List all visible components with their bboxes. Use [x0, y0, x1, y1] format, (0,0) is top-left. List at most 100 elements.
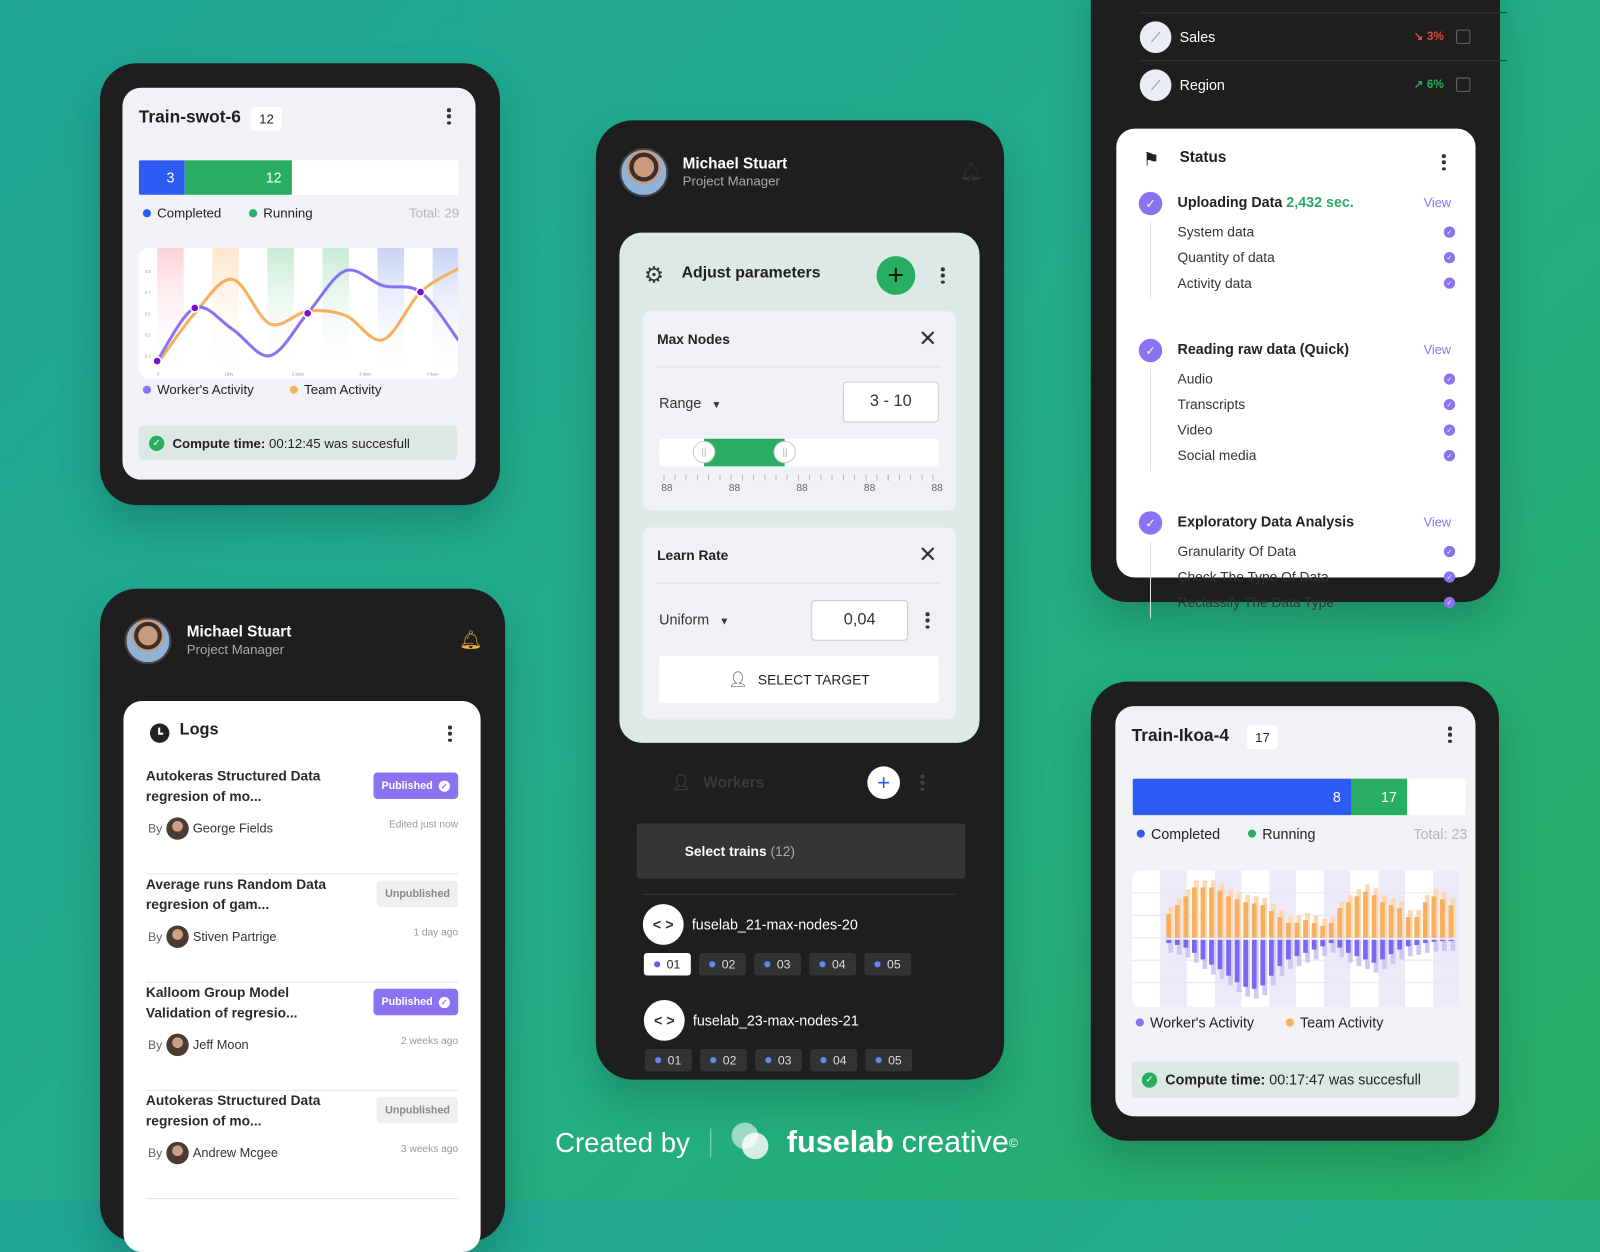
range-value-input[interactable]: 3 - 10	[842, 381, 939, 423]
checkbox[interactable]	[1456, 29, 1471, 44]
bar-team	[1234, 899, 1240, 938]
check-circle-icon: ✓	[438, 780, 450, 792]
more-menu-icon[interactable]	[448, 725, 452, 742]
bell-icon[interactable]: 🔔︎	[959, 161, 983, 182]
check-circle-icon: ✓	[1443, 596, 1456, 609]
legend-completed: Completed	[1136, 826, 1220, 842]
data-point	[302, 308, 313, 319]
more-menu-icon[interactable]	[925, 612, 930, 629]
created-by-text: Created by	[555, 1127, 690, 1158]
bar-worker	[1268, 939, 1274, 976]
step-item: Audio ✓	[1178, 371, 1456, 387]
metric-pct: 3%	[1426, 30, 1444, 43]
total-count: Total: 29	[409, 205, 460, 221]
train-chip[interactable]: 04	[810, 1048, 858, 1072]
tick-label: 88	[796, 482, 808, 494]
bar-worker	[1303, 939, 1308, 953]
bar-team	[1191, 887, 1197, 938]
close-icon[interactable]: ✕	[918, 325, 938, 352]
train-chip[interactable]: 01	[644, 1048, 692, 1072]
bar-team	[1371, 895, 1377, 938]
legend-label: Completed	[157, 205, 222, 221]
range-slider[interactable]: || ||	[659, 438, 939, 467]
avatar[interactable]	[124, 617, 172, 665]
range-handle-low[interactable]: ||	[692, 440, 716, 464]
train-chip[interactable]: 02	[698, 953, 746, 976]
bar-worker-light	[1424, 939, 1430, 953]
user-icon: 👤︎	[671, 774, 691, 792]
workers-label: Workers	[703, 774, 765, 792]
bar-worker	[1277, 939, 1283, 966]
bar-worker	[1320, 939, 1325, 947]
completed-segment: 8	[1132, 778, 1352, 816]
status-badge: Published ✓	[373, 988, 459, 1016]
more-menu-icon[interactable]	[1442, 154, 1446, 171]
bar-worker	[1243, 939, 1249, 987]
view-link[interactable]: View	[1423, 515, 1452, 530]
check-circle-icon: ✓	[1443, 226, 1456, 238]
bar-team	[1277, 917, 1283, 938]
chip-label: 03	[777, 1053, 792, 1068]
chart-band	[1323, 870, 1351, 1008]
compute-value: 00:17:47 was succesfull	[1269, 1071, 1421, 1088]
bar-team	[1183, 896, 1189, 938]
metric-pct: 6%	[1426, 78, 1444, 91]
more-menu-icon[interactable]	[941, 267, 945, 284]
log-title: Kalloom Group Model Validation of regres…	[145, 984, 298, 1021]
more-menu-icon[interactable]	[447, 108, 451, 125]
range-handle-high[interactable]: ||	[773, 440, 797, 464]
log-time: 1 day ago	[413, 927, 459, 939]
check-circle-icon: ✓	[1443, 424, 1456, 436]
more-menu-icon[interactable]	[920, 774, 925, 791]
distribution-dropdown[interactable]: Uniform ▼	[659, 611, 729, 627]
chip-label: 01	[667, 1053, 682, 1068]
author-name: Stiven Partrige	[192, 929, 277, 944]
log-item[interactable]: Kalloom Group Model Validation of regres…	[145, 983, 459, 1091]
author-name: George Fields	[192, 821, 273, 836]
more-menu-icon[interactable]	[1448, 726, 1452, 743]
add-parameter-button[interactable]: +	[876, 256, 916, 295]
bar-worker	[1217, 939, 1223, 970]
train-chip[interactable]: 02	[699, 1048, 747, 1072]
step-item-label: Check The Type Of Data	[1177, 569, 1329, 585]
add-worker-button[interactable]: +	[867, 766, 900, 799]
train-name[interactable]: fuselab_21-max-nodes-20	[691, 916, 858, 933]
learn-rate-section: Learn Rate ✕ Uniform ▼ 0,04 👤︎ SELECT TAR…	[642, 527, 957, 720]
train-chip[interactable]: 03	[755, 1048, 803, 1072]
learn-rate-input[interactable]: 0,04	[811, 599, 909, 641]
avatar[interactable]	[619, 147, 669, 197]
train-chip[interactable]: 04	[809, 953, 857, 976]
train-name[interactable]: fuselab_23-max-nodes-21	[692, 1012, 859, 1029]
select-target-button[interactable]: 👤︎ SELECT TARGET	[659, 656, 939, 704]
chip-label: 01	[666, 957, 681, 972]
author-name: Andrew Mcgee	[192, 1145, 278, 1161]
chip-label: 02	[722, 1053, 737, 1068]
step-extra: 2,432 sec.	[1286, 193, 1354, 211]
step-line	[1149, 541, 1152, 619]
bar-team	[1380, 902, 1385, 938]
log-item[interactable]: Autokeras Structured Data regresion of m…	[145, 766, 459, 875]
legend-label: Team Activity	[1299, 1014, 1384, 1031]
bell-icon[interactable]: 🔔︎	[459, 629, 483, 650]
select-trains-dropdown[interactable]: Select trains (12)	[636, 823, 966, 879]
train-chip[interactable]: 05	[864, 953, 912, 976]
status-frame: ⟋ Sales ↘ 3% ⟋ Region ↗ 6% ⚑ Status ✓ Upl…	[1090, 0, 1508, 619]
step-item-label: Reclassify The Data Type	[1177, 594, 1334, 611]
log-item[interactable]: Autokeras Structured Data regresion of m…	[145, 1091, 459, 1199]
checkbox[interactable]	[1456, 77, 1471, 92]
footer-credit: Created by fuselab creative ©	[555, 1122, 1018, 1163]
adjust-title: Adjust parameters	[681, 264, 821, 282]
train-chip[interactable]: 01	[643, 953, 691, 976]
activity-line-chart: 0.1 0.3 0.5 0.7 0.9 0 1day 2 days 3 days 4 days	[138, 247, 459, 379]
train-chip[interactable]: 03	[754, 953, 802, 976]
close-icon[interactable]: ✕	[918, 541, 938, 568]
legend-running: Running	[248, 205, 313, 220]
view-link[interactable]: View	[1423, 342, 1452, 358]
range-mode-dropdown[interactable]: Range ▼	[659, 395, 721, 411]
view-link[interactable]: View	[1423, 195, 1452, 211]
train-chip[interactable]: 05	[865, 1048, 913, 1072]
legend-completed: Completed	[142, 205, 222, 221]
metric-label: Region	[1179, 76, 1225, 93]
log-item[interactable]: Average runs Random Data regresion of ga…	[145, 874, 459, 983]
legend-worker: Worker's Activity	[1135, 1014, 1254, 1031]
